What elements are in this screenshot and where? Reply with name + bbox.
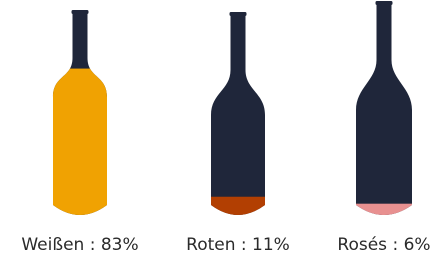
bottle-lip bbox=[72, 10, 89, 14]
category-label: Weißen : 83% bbox=[21, 235, 138, 255]
bottle bbox=[356, 1, 412, 215]
bottle-lip bbox=[230, 12, 247, 16]
fill-level bbox=[355, 204, 413, 225]
bottle bbox=[211, 12, 265, 215]
category-label: Rosés : 6% bbox=[337, 235, 430, 255]
fill-level bbox=[52, 69, 108, 225]
bottle-lip bbox=[376, 1, 393, 5]
category-label: Roten : 11% bbox=[186, 235, 290, 255]
fill-level bbox=[210, 197, 266, 225]
chart: Weißen : 83% Roten : 11% Rosés : 6% bbox=[0, 0, 431, 261]
